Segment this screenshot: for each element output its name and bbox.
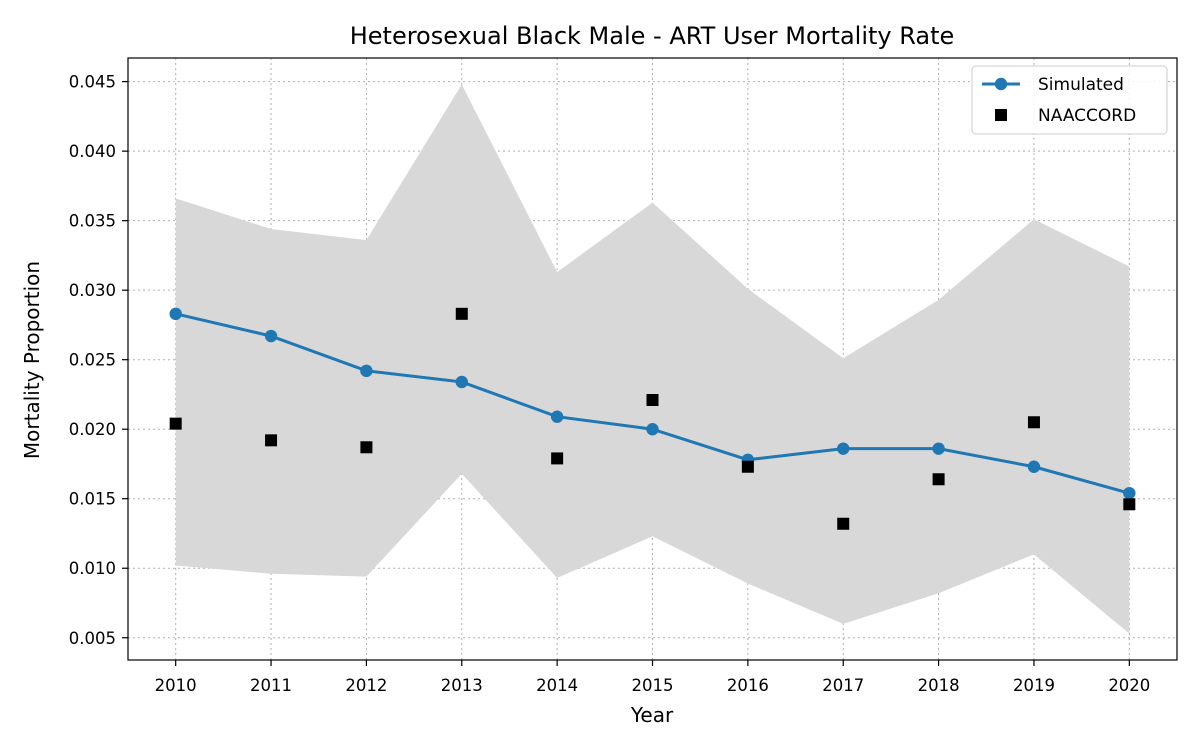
y-tick-label: 0.045 — [69, 73, 116, 92]
y-tick-label: 0.005 — [69, 629, 116, 648]
x-tick-label: 2015 — [632, 676, 674, 695]
legend-marker-simulated — [994, 77, 1008, 91]
simulated-point — [932, 442, 945, 455]
y-tick-label: 0.010 — [69, 559, 116, 578]
y-tick-label: 0.025 — [69, 351, 116, 370]
naaccord-point — [455, 307, 468, 320]
x-tick-label: 2019 — [1013, 676, 1055, 695]
naaccord-point — [551, 452, 564, 465]
simulated-point — [837, 442, 850, 455]
y-tick-label: 0.035 — [69, 212, 116, 231]
y-tick-label: 0.015 — [69, 490, 116, 509]
simulated-point — [455, 375, 468, 389]
legend-label-naaccord: NAACCORD — [1038, 106, 1136, 126]
naaccord-point — [837, 517, 850, 530]
x-tick-label: 2014 — [536, 676, 578, 695]
y-tick-label: 0.020 — [69, 420, 116, 439]
naaccord-point — [932, 473, 945, 486]
y-tick-label: 0.030 — [69, 281, 116, 300]
naaccord-point — [360, 441, 373, 454]
x-axis-label: Year — [630, 703, 674, 727]
simulated-point — [264, 329, 278, 343]
x-tick-label: 2017 — [822, 676, 864, 695]
naaccord-point — [265, 434, 278, 447]
x-axis: 2010 2011 2012 2013 2014 2015 2016 2017 2018 2019… — [155, 660, 1150, 695]
series-layer — [169, 307, 1136, 530]
legend-label-simulated: Simulated — [1038, 75, 1124, 95]
simulated-point — [360, 364, 373, 378]
simulated-point — [646, 423, 659, 436]
legend: Simulated NAACCORD — [971, 65, 1168, 135]
x-tick-label: 2018 — [918, 676, 960, 695]
x-tick-label: 2011 — [250, 676, 292, 695]
y-axis-label: Mortality Proportion — [20, 261, 44, 459]
x-tick-label: 2012 — [345, 676, 387, 695]
simulated-point — [550, 410, 564, 423]
naaccord-point — [1027, 416, 1040, 429]
x-tick-label: 2020 — [1108, 676, 1150, 695]
x-tick-label: 2016 — [727, 676, 769, 695]
chart-title: Heterosexual Black Male - ART User Morta… — [350, 22, 955, 50]
legend-marker-naaccord — [995, 109, 1007, 121]
simulated-point — [1123, 486, 1136, 500]
x-tick-label: 2010 — [155, 676, 197, 695]
x-tick-label: 2013 — [441, 676, 483, 695]
naaccord-point — [741, 460, 754, 473]
y-tick-label: 0.040 — [69, 142, 116, 161]
legend-box — [971, 65, 1168, 135]
naaccord-point — [169, 417, 182, 430]
naaccord-point — [1123, 498, 1136, 511]
confidence-band — [175, 84, 1130, 634]
simulated-point — [1027, 460, 1041, 473]
y-axis: 0.005 0.010 0.015 0.020 0.025 0.030 0.035 0.040… — [69, 73, 128, 648]
naaccord-point — [646, 394, 659, 407]
simulated-point — [169, 307, 182, 321]
